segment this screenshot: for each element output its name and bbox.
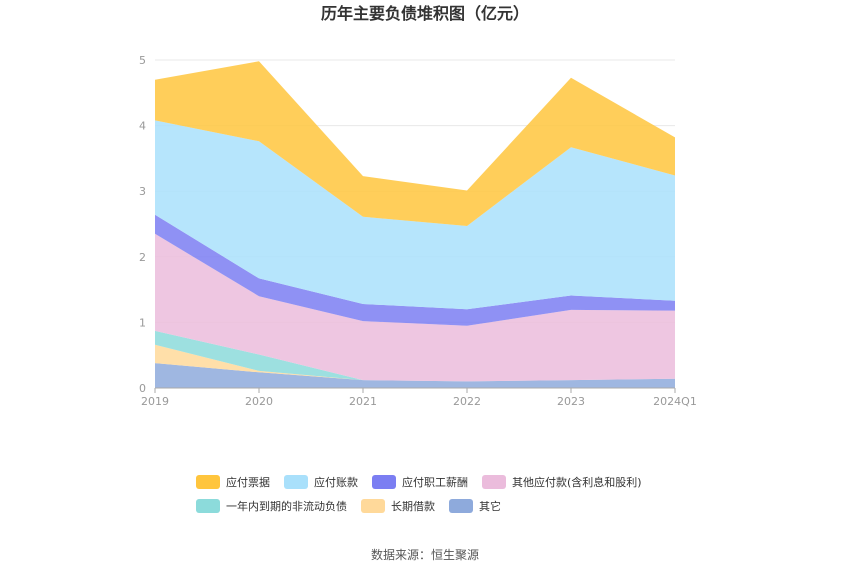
x-tick-label: 2024Q1 [653,395,697,408]
y-tick-label: 1 [139,316,146,329]
x-tick-label: 2023 [557,395,585,408]
x-tick-label: 2022 [453,395,481,408]
legend[interactable]: 应付票据 应付账款 应付职工薪酬 其他应付款(含利息和股利) 一年内到期的非流动负债 长期… [196,475,642,513]
legend-label: 应付票据 [226,475,270,489]
chart-title: 历年主要负债堆积图（亿元） [321,4,529,23]
x-tick-label: 2020 [245,395,273,408]
y-tick-label: 0 [139,382,146,395]
area-series [155,363,675,388]
legend-label: 一年内到期的非流动负债 [226,499,347,513]
y-tick-label: 3 [139,185,146,198]
axes: 2019 2020 2021 2022 2023 2024Q1 [141,387,697,408]
x-tick-label: 2021 [349,395,377,408]
legend-item[interactable]: 应付账款 [284,475,358,489]
legend-swatch [372,475,396,489]
area-series [155,233,675,382]
legend-item[interactable]: 其它 [449,499,501,513]
legend-swatch [196,499,220,513]
area-series [155,330,675,382]
legend-item[interactable]: 应付职工薪酬 [372,475,468,489]
legend-item[interactable]: 长期借款 [361,499,435,513]
data-source: 数据来源：恒生聚源 [371,547,479,562]
area-series [155,120,675,310]
legend-item[interactable]: 应付票据 [196,475,270,489]
y-tick-label: 5 [139,54,146,67]
legend-swatch [361,499,385,513]
legend-swatch [482,475,506,489]
area-series [155,214,675,326]
legend-label: 长期借款 [391,499,435,513]
y-tick-label: 4 [139,120,146,133]
legend-label: 应付职工薪酬 [402,475,468,489]
legend-label: 其它 [479,499,501,513]
legend-item[interactable]: 其他应付款(含利息和股利) [482,475,642,489]
x-tick-label: 2019 [141,395,169,408]
legend-swatch [196,475,220,489]
y-tick-label: 2 [139,251,146,264]
area-series [155,61,675,226]
legend-swatch [449,499,473,513]
legend-label: 其他应付款(含利息和股利) [512,475,642,489]
stacked-areas [155,61,675,388]
legend-swatch [284,475,308,489]
legend-item[interactable]: 一年内到期的非流动负债 [196,499,347,513]
legend-label: 应付账款 [314,475,358,489]
